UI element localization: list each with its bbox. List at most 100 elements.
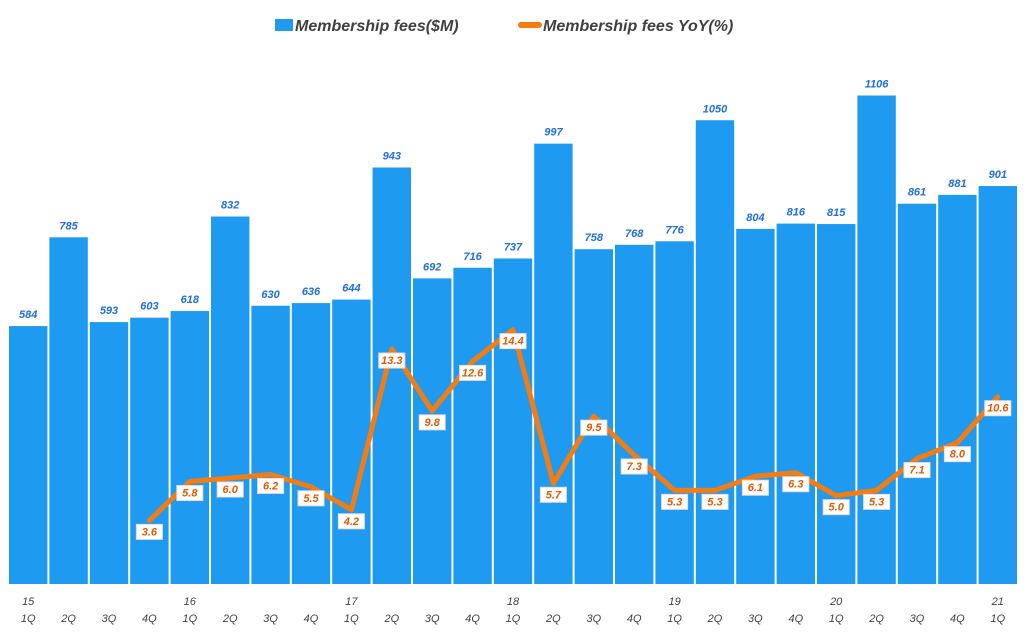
bar [251,305,290,584]
bar [615,244,654,585]
bar-label: 881 [948,178,966,190]
tick-label-quarter: 4Q [465,613,480,625]
tick-label-year: 15 [22,596,35,608]
line-label-box [661,493,689,510]
bar-label: 997 [544,127,563,139]
bar [89,322,129,584]
tick-label-quarter: 1Q [990,613,1005,625]
tick-label-quarter: 4Q [142,613,157,625]
line-label: 6.3 [788,479,803,491]
line-label: 14.4 [502,336,523,348]
legend-swatch-line [518,22,542,28]
legend-label-bar: Membership fees($M) [295,18,459,35]
bar-label: 692 [423,261,441,273]
bar-label: 804 [746,212,764,224]
tick-label-year: 17 [345,596,358,608]
tick-label-year: 20 [829,596,843,608]
line-label-box [257,477,285,494]
line-label: 5.7 [546,489,562,501]
tick-label-year: 18 [507,596,520,608]
tick-label-quarter: 1Q [667,613,682,625]
line-label-box [620,458,648,475]
bar-label: 832 [221,200,239,212]
bar-label: 816 [787,207,806,219]
yoy-line-path [146,327,1001,523]
tick-label-quarter: 1Q [21,613,36,625]
x-axis: 15 1Q 2Q 3Q 4Q 16 1Q 2Q 3Q 4Q 17 1Q 2Q 3Q 4Q 18 1Q 2Q 3Q 4Q… [21,596,1006,625]
bar-label: 603 [140,301,158,313]
line-label: 9.8 [425,417,441,429]
line-label: 5.0 [829,502,845,514]
bar-label: 630 [261,289,280,301]
tick-label-quarter: 2Q [707,613,723,625]
bar-label: 1050 [703,103,728,115]
line-label: 8.0 [950,449,966,461]
bar [978,186,1017,584]
legend: Membership fees($M) Membership fees YoY(… [275,18,733,35]
tick-label-quarter: 2Q [60,613,76,625]
tick-label-quarter: 1Q [182,613,197,625]
tick-label-quarter: 3Q [748,613,763,625]
tick-label-quarter: 1Q [829,613,844,625]
bar [170,311,209,584]
bar-label: 716 [463,251,482,263]
line-label: 7.3 [627,461,642,473]
line-label-box [984,400,1012,417]
tick-label-quarter: 1Q [506,613,521,625]
line-label-box [499,333,527,350]
line-label: 4.2 [343,516,359,528]
bar [372,167,411,584]
tick-label-quarter: 4Q [788,613,803,625]
tick-label-quarter: 3Q [102,613,117,625]
bar-label: 644 [342,283,360,295]
line-label-box [863,493,891,510]
line-label: 12.6 [462,367,484,379]
line-label-box [539,486,567,503]
bar-label: 636 [302,286,321,298]
bar [453,267,492,584]
line-label: 7.1 [909,465,924,477]
line-label: 6.0 [223,484,239,496]
bar-label: 943 [383,151,401,163]
tick-label-quarter: 4Q [627,613,642,625]
line-label-box [135,523,163,540]
bar [857,95,896,585]
bar [938,194,977,584]
bar [534,143,573,585]
line-label: 5.3 [707,496,722,508]
line-label: 9.5 [586,422,602,434]
bar [413,278,452,584]
bar [49,237,88,584]
bar-label: 737 [504,241,523,253]
line-label: 13.3 [381,355,402,367]
line-label-box [459,364,487,381]
bar-label: 785 [59,220,78,232]
bar-label: 584 [19,309,37,321]
bar-label: 901 [989,169,1007,181]
bar-label: 1106 [865,79,890,91]
line-label: 5.3 [869,496,884,508]
tick-label-quarter: 3Q [910,613,925,625]
bar-label: 768 [625,228,644,240]
tick-label-year: 19 [668,596,680,608]
bar [211,216,250,585]
bar [897,203,937,584]
line-label-box [378,352,406,369]
line-label: 10.6 [987,403,1009,415]
tick-label-quarter: 1Q [344,613,359,625]
line-label-box [418,414,446,431]
bars: 584 785 593 603 618 832 630 636 644 943 692 716 737 9… [9,79,1017,585]
line-label-box [903,462,931,479]
line-label-box [782,476,810,493]
line-label-box [822,499,850,516]
bar-label: 758 [585,232,604,244]
bar [291,303,331,584]
line-label: 5.5 [303,493,319,505]
bar-label: 861 [908,187,926,199]
bar [332,299,371,584]
line-label: 5.8 [182,488,198,500]
bar [130,317,169,584]
tick-label-quarter: 2Q [222,613,238,625]
line-label-box [943,446,971,463]
